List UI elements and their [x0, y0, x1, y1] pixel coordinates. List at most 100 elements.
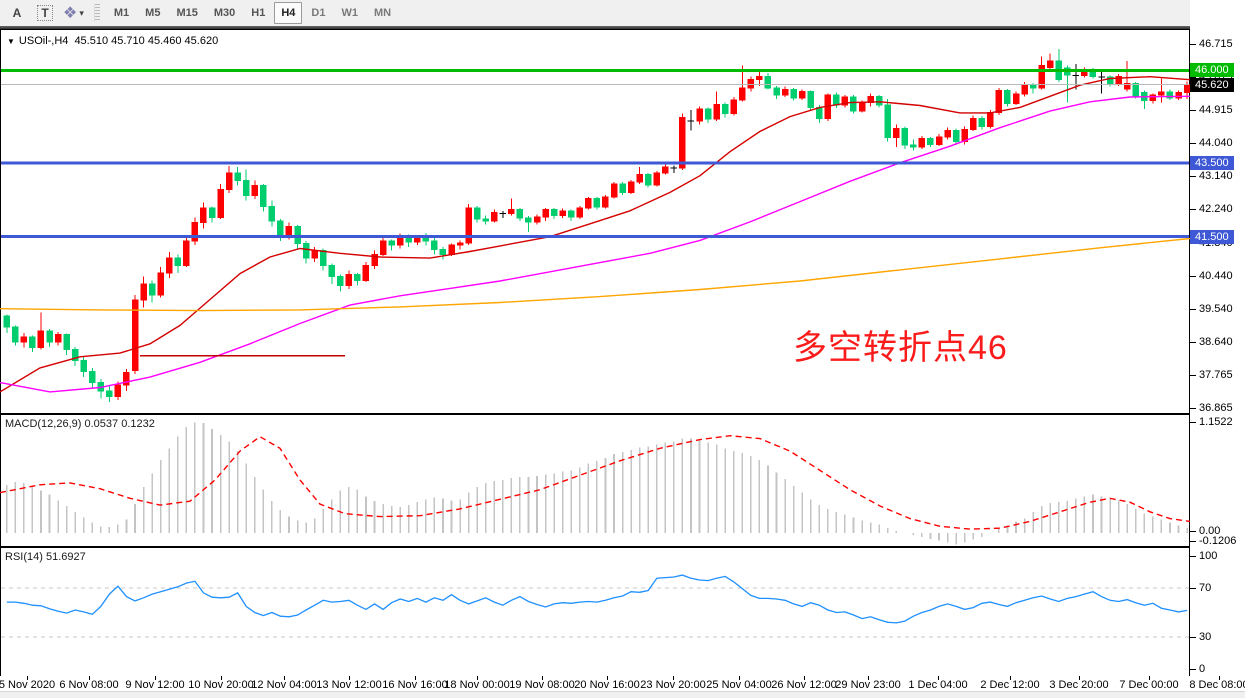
rsi-line — [6, 574, 1188, 624]
scale-tick-label: 30 — [1190, 631, 1211, 643]
time-axis-tick — [349, 676, 350, 680]
time-axis-label: 20 Nov 16:00 — [574, 679, 640, 691]
time-axis-tick — [868, 676, 869, 680]
ma-mid-magenta-line — [0, 95, 1190, 393]
time-axis-tick — [1010, 676, 1011, 680]
toolbar-grip — [93, 4, 100, 22]
time-axis-tick — [221, 676, 222, 680]
scale-tick-label: 1.1522 — [1190, 416, 1233, 428]
timeframe-button-m15[interactable]: M15 — [176, 7, 198, 19]
timeframe-button-h4[interactable]: H4 — [274, 2, 303, 24]
time-axis-tick — [1079, 676, 1080, 680]
scale-tick-label: 0.00 — [1190, 525, 1220, 537]
timeframe-button-d1[interactable]: D1 — [311, 7, 326, 19]
price-badge: 45.620 — [1190, 78, 1234, 92]
timeframe-button-m5[interactable]: M5 — [145, 7, 161, 19]
timeframe-button-h1[interactable]: H1 — [251, 7, 266, 19]
chart-symbol-timeframe: USOil-,H4 — [18, 35, 69, 47]
time-axis-label: 19 Nov 08:00 — [509, 679, 575, 691]
time-axis-label: 3 Dec 20:00 — [1049, 679, 1109, 691]
time-axis-label: 23 Nov 20:00 — [640, 679, 706, 691]
scale-tick-label: -0.1206 — [1190, 535, 1236, 547]
scale-tick-label: 43.140 — [1190, 170, 1233, 182]
timeframe-button-m1[interactable]: M1 — [113, 7, 130, 19]
macd-name: MACD(12,26,9) — [5, 418, 82, 430]
time-axis-label: 26 Nov 12:00 — [771, 679, 837, 691]
time-axis-tick — [284, 676, 285, 680]
time-axis-tick — [938, 676, 939, 680]
time-axis-label: 18 Nov 00:00 — [444, 679, 510, 691]
scale-tick-label: 44.915 — [1190, 104, 1233, 116]
chevron-down-icon: ▾ — [79, 7, 84, 18]
time-axis-label: 6 Nov 08:00 — [59, 679, 119, 691]
timeframe-button-m30[interactable]: M30 — [213, 7, 236, 19]
time-axis-tick — [804, 676, 805, 680]
chart-dropdown-icon[interactable]: ▼ — [7, 37, 15, 46]
time-axis-tick — [89, 676, 90, 680]
time-axis-tick — [415, 676, 416, 680]
time-axis-label: 9 Nov 12:00 — [125, 679, 185, 691]
scale-tick-label: 40.440 — [1190, 270, 1233, 282]
time-axis-tick — [155, 676, 156, 680]
price-badge: 46.000 — [1190, 63, 1234, 77]
macd-main-value: 0.0537 — [84, 418, 119, 430]
scale-tick-label: 37.765 — [1190, 369, 1233, 381]
time-axis-tick — [1219, 676, 1220, 680]
main-chart-plot[interactable] — [0, 29, 1190, 414]
price-badge: 41.500 — [1190, 230, 1234, 244]
text-label-tool-button[interactable]: A — [12, 6, 22, 20]
cursor-style-button[interactable]: ❖ ▾ — [60, 3, 87, 23]
scale-tick-label: 0 — [1190, 663, 1205, 675]
cursor-style-icon: ❖ — [63, 5, 78, 22]
rsi-name: RSI(14) — [5, 551, 43, 563]
time-axis-tick — [1149, 676, 1150, 680]
scale-tick-label: 70 — [1190, 582, 1211, 594]
scale-tick-label: 36.865 — [1190, 402, 1233, 414]
time-axis-label: 5 Nov 2020 — [0, 679, 56, 691]
time-axis-label: 1 Dec 04:00 — [908, 679, 968, 691]
price-scale[interactable]: 46.71545.81544.91544.04043.14042.24041.3… — [1190, 0, 1245, 676]
time-axis-tick — [542, 676, 543, 680]
time-axis-label: 10 Nov 20:00 — [188, 679, 254, 691]
time-axis-tick — [739, 676, 740, 680]
macd-indicator-label: MACD(12,26,9) 0.0537 0.1232 — [5, 418, 155, 430]
time-axis-tick — [673, 676, 674, 680]
time-axis-label: 25 Nov 04:00 — [706, 679, 772, 691]
toolbar-separator — [0, 26, 1245, 29]
scale-tick-label: 39.540 — [1190, 303, 1233, 315]
annotation-text: 多空转折点46 — [793, 329, 1008, 367]
macd-signal-line — [0, 434, 1190, 530]
text-tool-button[interactable]: T — [32, 3, 58, 23]
time-axis-label: 16 Nov 16:00 — [382, 679, 448, 691]
time-axis-label: 29 Nov 23:00 — [835, 679, 901, 691]
time-axis-label: 7 Dec 00:00 — [1119, 679, 1179, 691]
time-axis-label: 2 Dec 12:00 — [980, 679, 1040, 691]
scale-tick-label: 42.240 — [1190, 203, 1233, 215]
scale-tick-label: 100 — [1190, 550, 1217, 562]
scale-tick-label: 44.040 — [1190, 137, 1233, 149]
scale-tick-label: 38.640 — [1190, 336, 1233, 348]
time-axis-tick — [477, 676, 478, 680]
toolbar: A T ❖ ▾ M1 M5 M15 M30 H1 H4 D1 W1 MN — [0, 0, 1245, 26]
price-badge: 43.500 — [1190, 156, 1234, 170]
time-axis-tick — [27, 676, 28, 680]
macd-panel-plot[interactable] — [0, 414, 1190, 547]
time-axis-tick — [607, 676, 608, 680]
ma-fast-red-line — [0, 75, 1190, 393]
time-axis-label: 13 Nov 12:00 — [316, 679, 382, 691]
rsi-indicator-label: RSI(14) 51.6927 — [5, 551, 86, 563]
bottom-strip — [0, 691, 1245, 698]
time-axis-label: 12 Nov 04:00 — [251, 679, 317, 691]
rsi-panel-plot[interactable] — [0, 547, 1190, 677]
rsi-value: 51.6927 — [45, 551, 86, 563]
scale-tick-label: 46.715 — [1190, 38, 1233, 50]
time-axis[interactable]: 5 Nov 2020 6 Nov 08:00 9 Nov 12:00 10 Nov 2… — [0, 676, 1245, 691]
timeframe-button-mn[interactable]: MN — [373, 7, 392, 19]
macd-signal-value: 0.1232 — [121, 418, 155, 430]
chart-title: ▼ USOil-,H4 45.510 45.710 45.460 45.620 — [7, 35, 218, 47]
ma-slow-orange-line — [0, 237, 1190, 312]
timeframe-button-w1[interactable]: W1 — [341, 7, 358, 19]
time-axis-label: 8 Dec 08:00 — [1189, 679, 1245, 691]
chart-ohlc-values: 45.510 45.710 45.460 45.620 — [74, 35, 219, 47]
